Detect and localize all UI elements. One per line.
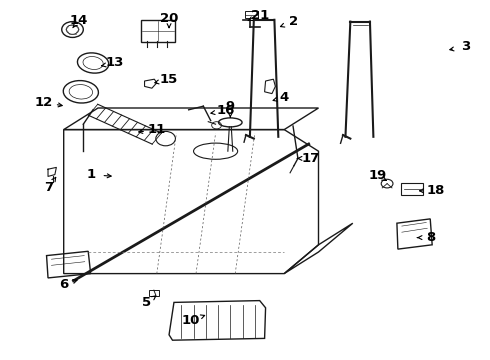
Text: 19: 19 xyxy=(368,169,387,182)
Text: 10: 10 xyxy=(182,314,200,327)
Text: 9: 9 xyxy=(226,100,235,113)
Text: 8: 8 xyxy=(427,231,436,244)
Text: 17: 17 xyxy=(302,152,320,165)
Text: 4: 4 xyxy=(280,91,289,104)
Text: 5: 5 xyxy=(143,296,151,309)
Text: 13: 13 xyxy=(106,57,124,69)
Text: 6: 6 xyxy=(59,278,68,291)
Text: 21: 21 xyxy=(250,9,269,22)
Text: 16: 16 xyxy=(216,104,235,117)
Text: 3: 3 xyxy=(461,40,470,53)
Text: 15: 15 xyxy=(160,73,178,86)
Text: 12: 12 xyxy=(35,96,53,109)
Text: 20: 20 xyxy=(160,12,178,25)
Text: 7: 7 xyxy=(45,181,53,194)
Text: 11: 11 xyxy=(147,123,166,136)
Text: 2: 2 xyxy=(290,15,298,28)
Text: 14: 14 xyxy=(69,14,88,27)
Text: 1: 1 xyxy=(86,168,95,181)
Text: 18: 18 xyxy=(427,184,445,197)
